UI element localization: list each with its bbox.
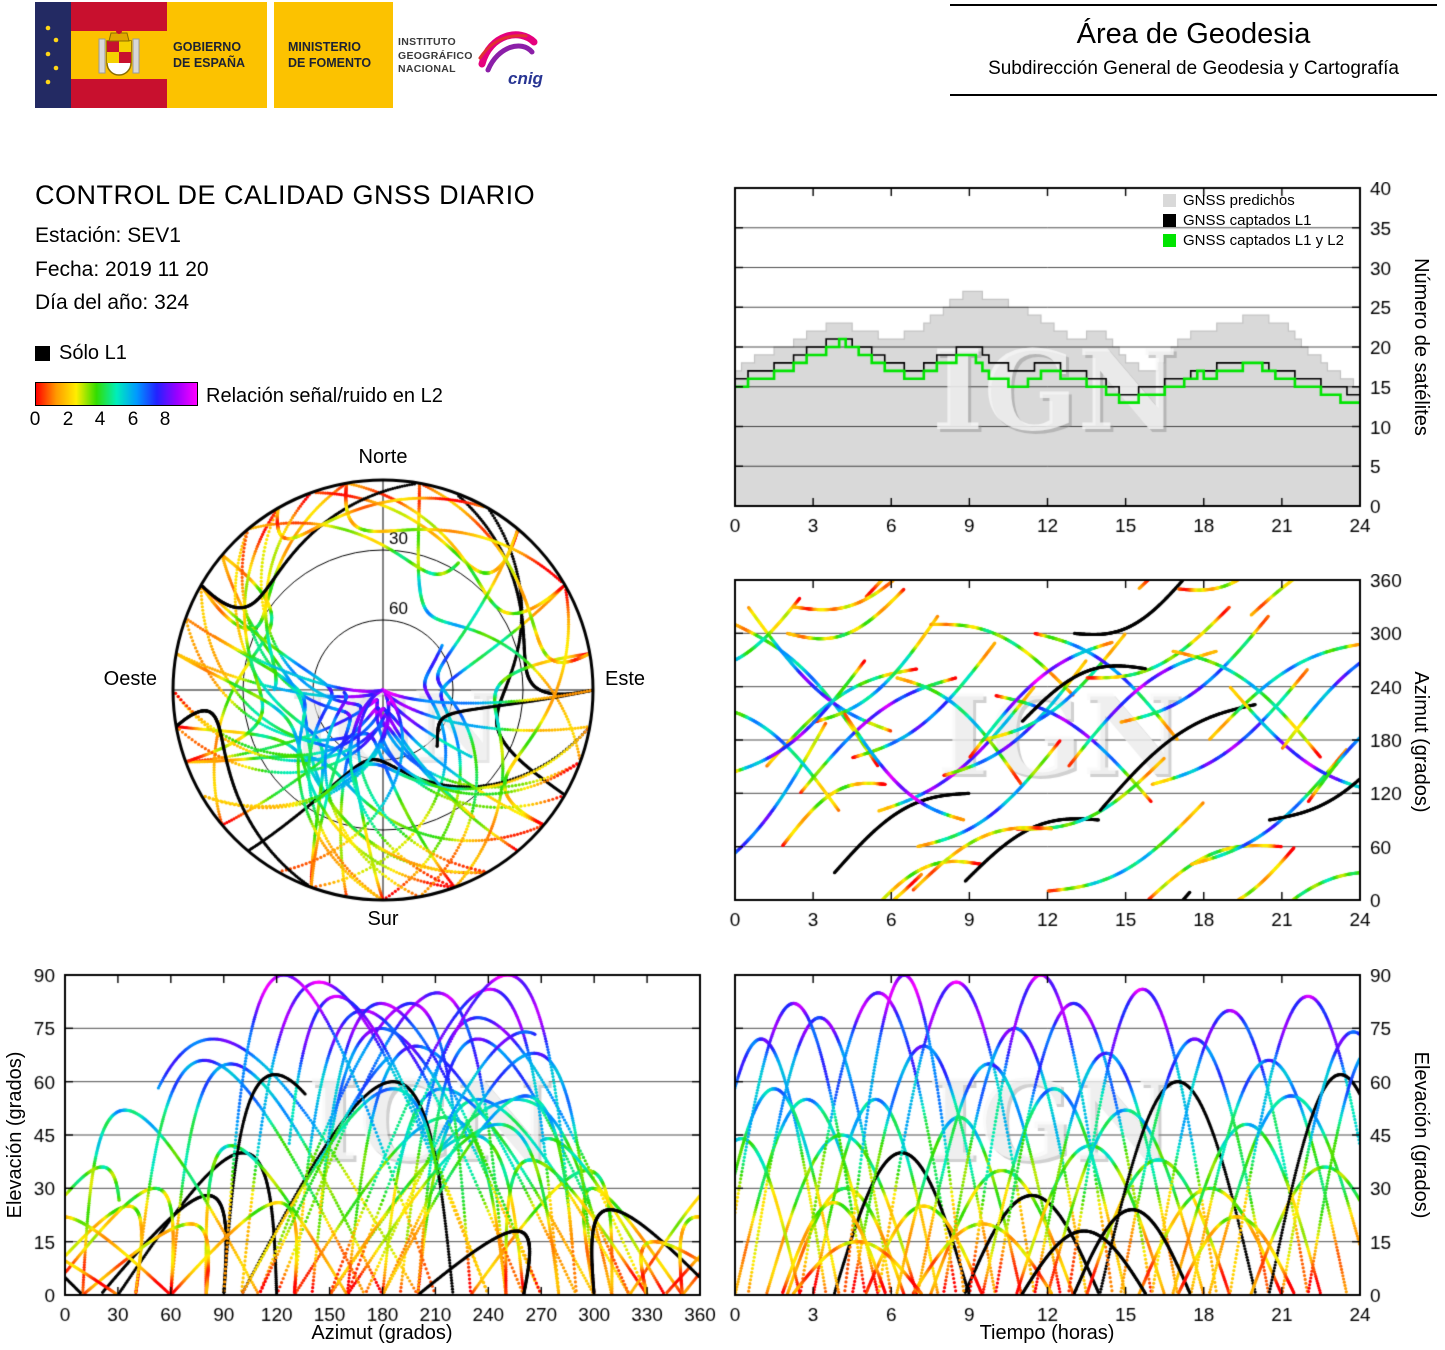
legend-swatch-captados-l1l2: [1163, 234, 1176, 247]
legend-item-captados-l1: GNSS captados L1: [1163, 212, 1344, 229]
snr-bar-label: Relación señal/ruido en L2: [206, 385, 443, 407]
elevaz-canvas: [25, 969, 725, 1347]
gobierno-label: GOBIERNO DE ESPAÑA: [173, 40, 245, 71]
elevt-canvas: [725, 969, 1415, 1347]
azimut-ylabel: Azimut (grados): [1410, 671, 1432, 813]
skyplot-label-north: Norte: [358, 446, 408, 468]
legend-item-captados-l1l2: GNSS captados L1 y L2: [1163, 232, 1344, 249]
flag-red-top: [71, 2, 167, 31]
elevaz-ylabel: Elevación (grados): [4, 1051, 26, 1219]
area-header: Área de Geodesia Subdirección General de…: [950, 4, 1437, 96]
legend-swatch-predichos: [1163, 194, 1176, 207]
spain-coat-of-arms: [98, 28, 140, 76]
skyplot-canvas: [100, 440, 640, 940]
instituto-label: INSTITUTO GEOGRÁFICO NACIONAL: [398, 36, 473, 77]
eu-flag: [35, 2, 71, 108]
skyplot-label-south: Sur: [367, 908, 399, 930]
flag-red-bottom: [71, 79, 167, 108]
legend-label-predichos: GNSS predichos: [1183, 192, 1295, 209]
count-legend: GNSS predichos GNSS captados L1 GNSS cap…: [1163, 192, 1344, 252]
snr-gradient-bar: [35, 382, 198, 406]
station-label: Estación: SEV1: [35, 224, 181, 247]
snr-tick-6: 6: [127, 409, 139, 430]
spain-flag: GOBIERNO DE ESPAÑA: [71, 2, 267, 108]
gobierno-line1: GOBIERNO: [173, 40, 242, 54]
gobierno-line2: DE ESPAÑA: [173, 55, 246, 70]
government-header: GOBIERNO DE ESPAÑA MINISTERIO DE FOMENTO: [35, 2, 555, 108]
elevaz-xlabel: Azimut (grados): [311, 1322, 453, 1344]
count-ylabel: Número de satélites: [1410, 258, 1432, 436]
ministerio-block: MINISTERIO DE FOMENTO: [274, 2, 393, 108]
page-title: CONTROL DE CALIDAD GNSS DIARIO: [35, 180, 536, 210]
date-label: Fecha: 2019 11 20: [35, 258, 209, 281]
area-title: Área de Geodesia: [1076, 18, 1311, 50]
skyplot-label-east: Este: [605, 668, 646, 690]
legend-swatch-captados-l1: [1163, 214, 1176, 227]
ministerio-line2: DE FOMENTO: [288, 55, 372, 70]
eu-flag-stars: [45, 25, 59, 85]
instituto-line2: GEOGRÁFICO: [398, 49, 473, 62]
snr-tick-4: 4: [94, 409, 106, 430]
solo-l1-swatch: [35, 346, 50, 361]
legend-label-captados-l1: GNSS captados L1: [1183, 212, 1312, 229]
elevt-xlabel: Tiempo (horas): [979, 1322, 1115, 1344]
cnig-logo: cnig: [478, 31, 544, 88]
cnig-wordmark: cnig: [508, 69, 544, 88]
snr-tick-2: 2: [62, 409, 74, 430]
legend-item-predichos: GNSS predichos: [1163, 192, 1344, 209]
instituto-line1: INSTITUTO: [398, 36, 456, 48]
count-canvas: [725, 182, 1415, 542]
ministerio-label: MINISTERIO DE FOMENTO: [288, 40, 371, 71]
snr-tick-8: 8: [159, 409, 171, 430]
doy-label: Día del año: 324: [35, 291, 190, 314]
legend-label-captados-l1l2: GNSS captados L1 y L2: [1183, 232, 1344, 249]
skyplot-label-west: Oeste: [103, 668, 157, 690]
solo-l1-label: Sólo L1: [59, 342, 127, 364]
header-divider: [267, 2, 274, 108]
snr-tick-0: 0: [29, 409, 41, 430]
ministerio-line1: MINISTERIO: [288, 40, 361, 54]
elevt-ylabel: Elevación (grados): [1410, 1051, 1432, 1219]
area-subtitle: Subdirección General de Geodesia y Carto…: [988, 58, 1399, 79]
instituto-line3: NACIONAL: [398, 63, 456, 76]
azimut-canvas: [725, 574, 1415, 934]
